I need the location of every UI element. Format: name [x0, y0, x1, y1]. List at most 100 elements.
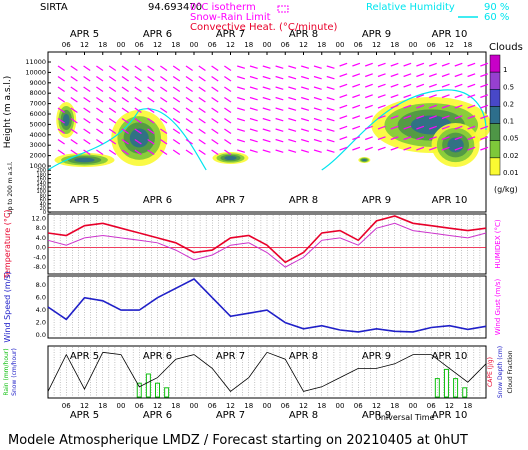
colorbar-swatch — [489, 89, 501, 107]
wind-arrow — [249, 107, 258, 111]
bottom-hour-label: 12 — [226, 402, 235, 410]
wind-arrow — [147, 118, 155, 124]
isotherm-legend-swatch — [277, 5, 289, 13]
wind-arrow — [275, 128, 284, 132]
wind-arrow — [403, 104, 412, 109]
wind-arrow — [313, 149, 322, 153]
wind-arrow — [275, 107, 284, 111]
colorbar-tick: 0.05 — [503, 135, 519, 143]
wind-arrow — [364, 83, 373, 88]
cloud-y-label: Height (m a.s.l.) — [3, 76, 13, 149]
top-hour-label: 06 — [208, 41, 217, 49]
wind-arrow — [185, 76, 193, 82]
wind-arrow — [108, 65, 117, 72]
wind-arrow — [480, 136, 489, 141]
cloud-y-tick: 2000 — [29, 152, 46, 160]
cloud-y-tick: 9000 — [29, 79, 46, 87]
wind-arrow — [262, 107, 271, 111]
wind-arrow — [339, 62, 348, 67]
wind-arrow — [211, 139, 219, 145]
top-hour-label: 06 — [135, 41, 144, 49]
wind-arrow — [428, 104, 437, 109]
wind-arrow — [416, 146, 425, 151]
wind-speed-line — [47, 278, 487, 333]
wind-arrow — [364, 73, 373, 78]
wind-arrow — [249, 128, 258, 132]
wind-arrow — [249, 75, 258, 80]
wind-arrow — [377, 104, 386, 109]
rain-bar — [453, 378, 459, 398]
wind-arrow — [275, 65, 284, 69]
wind-arrow — [96, 118, 104, 124]
wind-arrow — [211, 107, 219, 114]
wind-arrow — [224, 118, 232, 124]
wind-arrow — [134, 107, 142, 114]
wind-arrow — [288, 138, 297, 143]
wind-arrow — [480, 73, 489, 78]
cloud-day-label: APR 5 — [70, 195, 99, 206]
wind-arrow — [339, 73, 348, 78]
wind-arrow — [390, 115, 399, 120]
wind-arrow — [416, 104, 425, 109]
wind-arrow — [441, 73, 450, 78]
wind-arrow — [301, 128, 310, 132]
wind-arrow — [160, 76, 168, 82]
cloud-y-tick: 60 — [40, 198, 46, 204]
wind-arrow — [326, 96, 335, 101]
wind-arrow — [211, 65, 219, 72]
wind-arrow — [172, 149, 181, 156]
cloud-day-label: APR 6 — [143, 195, 172, 206]
wind-arrow — [121, 76, 129, 82]
wind-arrow — [326, 65, 335, 69]
wind-arrow — [288, 149, 297, 153]
wind-arrow — [301, 107, 310, 111]
cloud-y-tick: 140 — [36, 181, 46, 187]
bottom-day-label: APR 7 — [216, 410, 245, 421]
cloud-blob — [74, 157, 95, 163]
top-time-axis: 06 12 18 00 06 12 18 00 06 12 18 00 06 12 18 00 06 12 18 00… — [62, 29, 472, 206]
rain-bar — [145, 373, 151, 398]
top-hour-label: 18 — [98, 41, 107, 49]
bottom-time-axis: 06 12 18 00 06 12 18 00 06 12 18 00 06 12 18 00 06 12 18 00… — [62, 351, 472, 421]
bottom-hour-label: 06 — [354, 402, 363, 410]
wind-arrow — [160, 139, 168, 145]
bottom-hour-label: 18 — [98, 402, 107, 410]
wind-arrow — [83, 107, 91, 114]
wind-arrow — [249, 117, 258, 122]
wind-arrow — [377, 83, 386, 88]
wind-arrow — [480, 125, 489, 130]
wind-arrow — [288, 107, 297, 111]
wind-arrow — [172, 65, 181, 72]
bottom-hour-label: 18 — [171, 402, 180, 410]
wind-arrow — [224, 97, 232, 103]
top-hour-label: 06 — [62, 41, 71, 49]
wind-arrow — [83, 149, 91, 156]
bottom-hour-label: 06 — [62, 402, 71, 410]
cloud-y-tick: 5000 — [29, 120, 46, 128]
wind-arrow — [339, 125, 348, 130]
wind-arrow — [108, 128, 117, 135]
wind-arrow — [237, 65, 246, 69]
wind-arrow — [224, 107, 232, 114]
rain-bar — [136, 382, 142, 398]
wind-arrow — [96, 107, 104, 114]
wind-arrow — [185, 65, 193, 72]
temperature-line — [47, 215, 487, 264]
cloud-y-tick: 10000 — [25, 68, 46, 76]
rain-y-label: Rain (mm/hour) — [3, 348, 10, 395]
wind-arrow — [467, 136, 476, 141]
wind-arrow — [428, 136, 437, 141]
rain-bar — [434, 378, 440, 398]
wind-arrow — [160, 128, 168, 135]
wind-arrow — [108, 149, 117, 156]
top-day-label: APR 10 — [432, 29, 468, 40]
wind-arrow — [172, 118, 181, 124]
wind-arrow — [224, 128, 232, 135]
wind-arrow — [313, 65, 322, 69]
wind-arrow — [352, 104, 361, 109]
wind-arrow — [403, 62, 412, 67]
wind-arrow — [326, 149, 335, 153]
cloud-y-tick: 180 — [36, 172, 46, 178]
wind-arrow — [160, 97, 168, 103]
cloud-y-tick: 7000 — [29, 100, 46, 108]
